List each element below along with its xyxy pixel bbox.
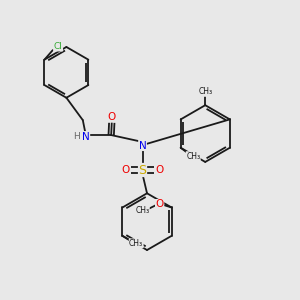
Text: H: H bbox=[73, 132, 80, 141]
Text: CH₃: CH₃ bbox=[199, 87, 213, 96]
Text: O: O bbox=[108, 112, 116, 122]
Text: CH₃: CH₃ bbox=[129, 239, 143, 248]
Text: N: N bbox=[139, 140, 146, 151]
Text: N: N bbox=[82, 132, 90, 142]
Text: O: O bbox=[155, 200, 164, 209]
Text: O: O bbox=[122, 165, 130, 175]
Text: S: S bbox=[139, 164, 146, 176]
Text: Cl: Cl bbox=[54, 42, 63, 51]
Text: CH₃: CH₃ bbox=[135, 206, 149, 215]
Text: O: O bbox=[155, 165, 164, 175]
Text: CH₃: CH₃ bbox=[186, 152, 200, 160]
